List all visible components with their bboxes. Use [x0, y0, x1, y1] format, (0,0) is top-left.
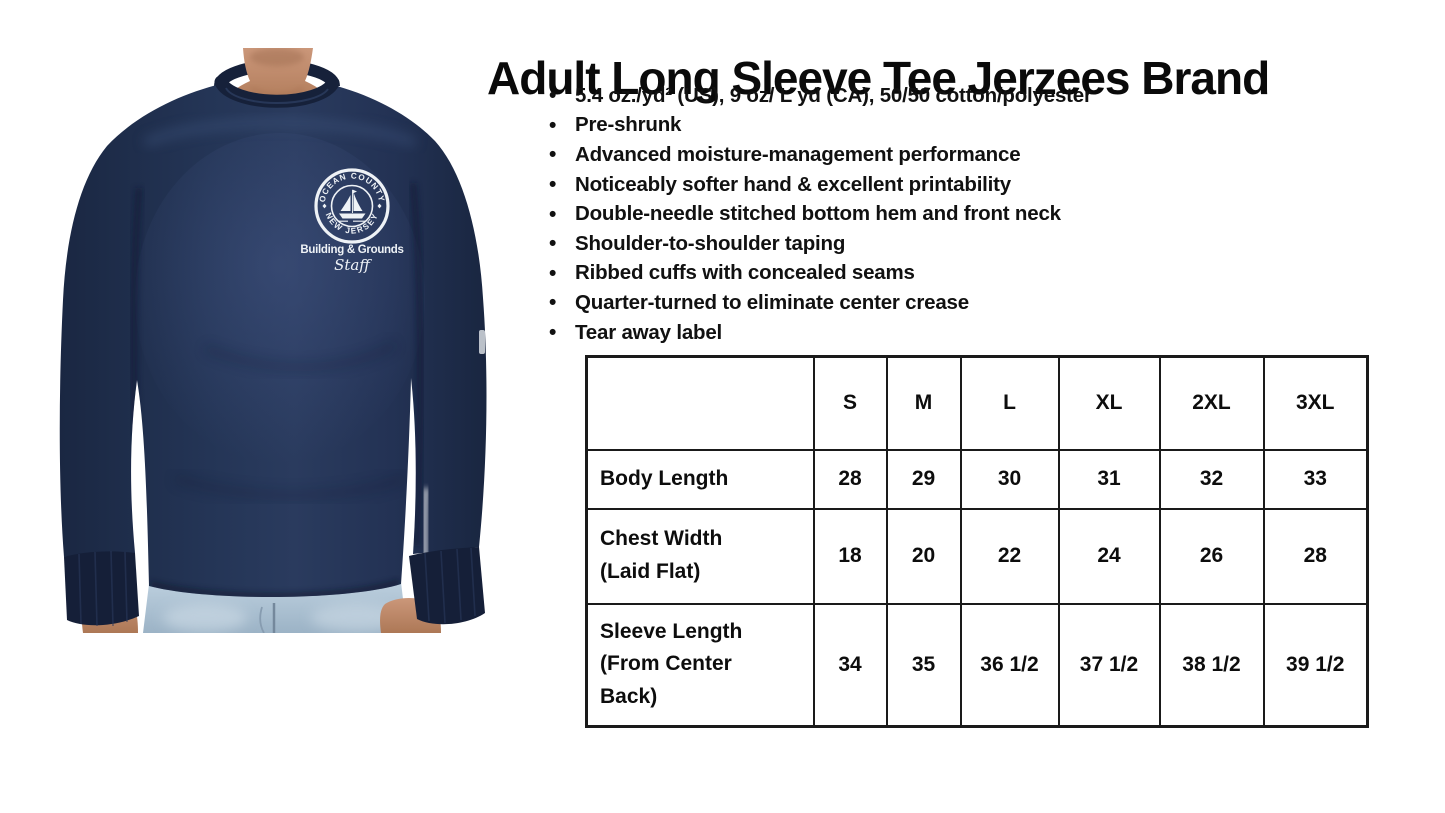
bullet-icon: • [549, 261, 557, 285]
feature-item: • Tear away label [549, 320, 723, 345]
feature-item: • Pre-shrunk [549, 113, 682, 137]
size-column-header: 3XL [1262, 355, 1369, 451]
size-column-header: L [959, 355, 1060, 451]
size-value-cell: 37 1/2 [1057, 602, 1161, 728]
sleeve-tag [479, 330, 485, 354]
model-wearing-tee-image: OCEAN COUNTY NEW JERSEY Building & Groun… [59, 48, 487, 634]
size-value-cell: 35 [885, 602, 962, 728]
size-column-header: M [885, 355, 962, 451]
size-value-cell: 26 [1158, 507, 1265, 605]
size-value-cell: 33 [1262, 448, 1369, 510]
bullet-icon: • [549, 173, 557, 197]
logo-line2-text: Staff [334, 256, 372, 274]
product-photo: OCEAN COUNTY NEW JERSEY Building & Groun… [55, 48, 500, 634]
size-value-cell: 28 [1262, 507, 1369, 605]
logo-inner-ring [330, 184, 374, 228]
size-value-cell: 22 [959, 507, 1060, 605]
shirt-cuffs [64, 547, 485, 627]
size-column-header: 2XL [1158, 355, 1265, 451]
size-value-cell: 38 1/2 [1158, 602, 1265, 728]
size-column-header: S [812, 355, 888, 451]
bullet-icon: • [549, 143, 557, 167]
size-value-cell: 18 [812, 507, 888, 605]
size-value-cell: 24 [1057, 507, 1161, 605]
row-label: Body Length [585, 448, 815, 510]
size-value-cell: 31 [1057, 448, 1161, 510]
logo-outer-ring [314, 168, 390, 244]
size-chart-table: S M L XL 2XL 3XL Body Length 28 29 30 31… [585, 355, 1369, 728]
row-label: Sleeve Length (From Center Back) [585, 602, 815, 728]
feature-item: • Shoulder-to-shoulder taping [549, 231, 846, 256]
logo-star-left [322, 203, 327, 209]
size-value-cell: 34 [812, 602, 888, 728]
bullet-icon: • [549, 202, 557, 226]
size-value-cell: 36 1/2 [959, 602, 1060, 728]
table-row: Body Length 28 29 30 31 32 33 [585, 448, 1369, 510]
feature-item: • Double-needle stitched bottom hem and f… [549, 202, 1061, 226]
page-title: Adult Long Sleeve Tee Jerzees Brand [487, 51, 1270, 104]
table-header-row: S M L XL 2XL 3XL [585, 355, 1369, 451]
feature-item: • Noticeably softer hand & excellent prin… [549, 172, 1012, 197]
size-value-cell: 28 [812, 448, 888, 510]
bullet-icon: • [549, 232, 557, 256]
bullet-icon: • [549, 321, 557, 345]
feature-item: • 5.4 oz./yd² (US), 9 oz/ L yd (CA), 50/5… [549, 83, 1092, 108]
table-row: Chest Width (Laid Flat) 18 20 22 24 26 2… [585, 507, 1369, 605]
row-label: Chest Width (Laid Flat) [585, 507, 815, 605]
size-value-cell: 30 [959, 448, 1060, 510]
table-row: Sleeve Length (From Center Back) 34 35 3… [585, 602, 1369, 728]
logo-line1-text: Building & Grounds [300, 244, 403, 256]
logo-star-right [377, 203, 382, 209]
bullet-icon: • [549, 291, 557, 315]
size-value-cell: 32 [1158, 448, 1265, 510]
feature-item: • Advanced moisture-management performanc… [549, 142, 1021, 167]
size-value-cell: 39 1/2 [1262, 602, 1369, 728]
feature-item: • Ribbed cuffs with concealed seams [549, 261, 915, 285]
feature-list: • 5.4 oz./yd² (US), 9 oz/ L yd (CA), 50/5… [549, 81, 1092, 347]
bullet-icon: • [549, 84, 557, 108]
size-value-cell: 20 [885, 507, 962, 605]
bullet-icon: • [549, 113, 557, 137]
feature-item: • Quarter-turned to eliminate center crea… [549, 290, 969, 315]
size-column-header [585, 355, 815, 451]
size-column-header: XL [1057, 355, 1161, 451]
size-value-cell: 29 [885, 448, 962, 510]
sailboat-icon [338, 189, 366, 222]
